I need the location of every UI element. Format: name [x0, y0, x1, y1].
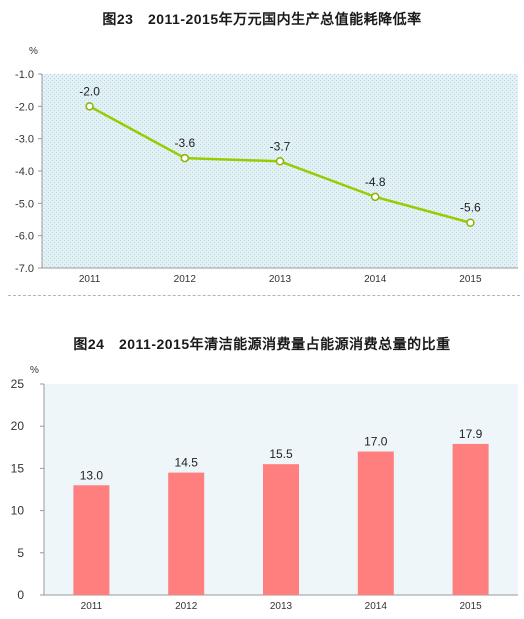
- data-label: -2.0: [79, 84, 100, 98]
- section-divider: [8, 295, 520, 296]
- x-tick-label: 2011: [79, 274, 101, 285]
- y-tick-label: 0: [17, 588, 24, 602]
- y-axis-unit-label: %: [30, 365, 39, 376]
- x-tick-label: 2011: [81, 601, 103, 612]
- x-tick-label: 2014: [364, 274, 387, 285]
- bar: [357, 451, 394, 595]
- chart-title-clean-energy-share: 图24 2011-2015年清洁能源消费量占能源消费总量的比重: [73, 336, 451, 352]
- y-tick-label: 25: [11, 377, 25, 391]
- data-label: -5.6: [460, 201, 481, 215]
- y-tick-label: -1.0: [15, 69, 34, 81]
- y-tick-label: 15: [11, 461, 25, 475]
- data-point: [466, 218, 475, 227]
- y-tick-label: -2.0: [15, 101, 34, 113]
- x-tick-label: 2015: [459, 601, 482, 612]
- y-tick-label: 5: [17, 546, 24, 560]
- x-tick-label: 2012: [174, 274, 197, 285]
- data-label: 17.9: [459, 427, 483, 441]
- data-point: [370, 192, 380, 202]
- data-point: [85, 102, 94, 111]
- data-label: 14.5: [175, 456, 199, 470]
- bar: [263, 464, 299, 595]
- data-label: 15.5: [269, 447, 293, 461]
- data-point: [275, 157, 285, 166]
- data-label: 13.0: [80, 468, 104, 482]
- data-label: 17.0: [364, 435, 388, 449]
- bar: [168, 472, 205, 595]
- x-tick-label: 2015: [459, 274, 482, 285]
- data-label: -3.6: [174, 136, 195, 150]
- data-point: [180, 153, 190, 163]
- x-tick-label: 2013: [270, 601, 293, 612]
- y-tick-label: 10: [11, 504, 25, 518]
- plot-area-background: [42, 74, 518, 268]
- y-tick-label: -6.0: [15, 231, 34, 243]
- y-axis-unit-label: %: [29, 46, 38, 57]
- chart-title-energy-consumption-reduction: 图23 2011-2015年万元国内生产总值能耗降低率: [102, 11, 422, 27]
- data-label: -3.7: [270, 139, 291, 153]
- x-tick-label: 2013: [269, 274, 292, 285]
- data-label: -4.8: [365, 175, 386, 189]
- y-tick-label: -4.0: [15, 166, 34, 178]
- y-tick-label: -7.0: [15, 263, 34, 275]
- line-chart-energy-reduction: -1.0 -2.0 -3.0 -4.0 -5.0 -6.0 -7.0 2011 2012 2013…: [15, 69, 518, 285]
- y-tick-label: -3.0: [15, 134, 34, 146]
- x-tick-label: 2012: [175, 601, 198, 612]
- x-tick-label: 2014: [365, 601, 388, 612]
- bar: [73, 485, 110, 595]
- y-tick-label: -5.0: [15, 198, 34, 210]
- bar: [452, 443, 489, 595]
- y-tick-label: 20: [11, 419, 25, 433]
